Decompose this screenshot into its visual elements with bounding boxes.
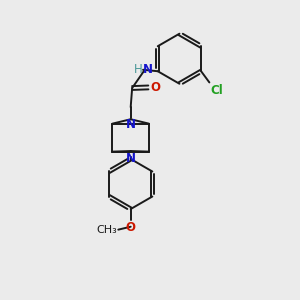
Text: O: O <box>151 81 161 94</box>
Text: CH₃: CH₃ <box>96 225 117 235</box>
Text: N: N <box>126 152 136 165</box>
Text: H: H <box>134 63 142 76</box>
Text: N: N <box>143 63 153 76</box>
Text: O: O <box>126 221 136 234</box>
Text: Cl: Cl <box>211 84 223 97</box>
Text: N: N <box>126 118 136 131</box>
